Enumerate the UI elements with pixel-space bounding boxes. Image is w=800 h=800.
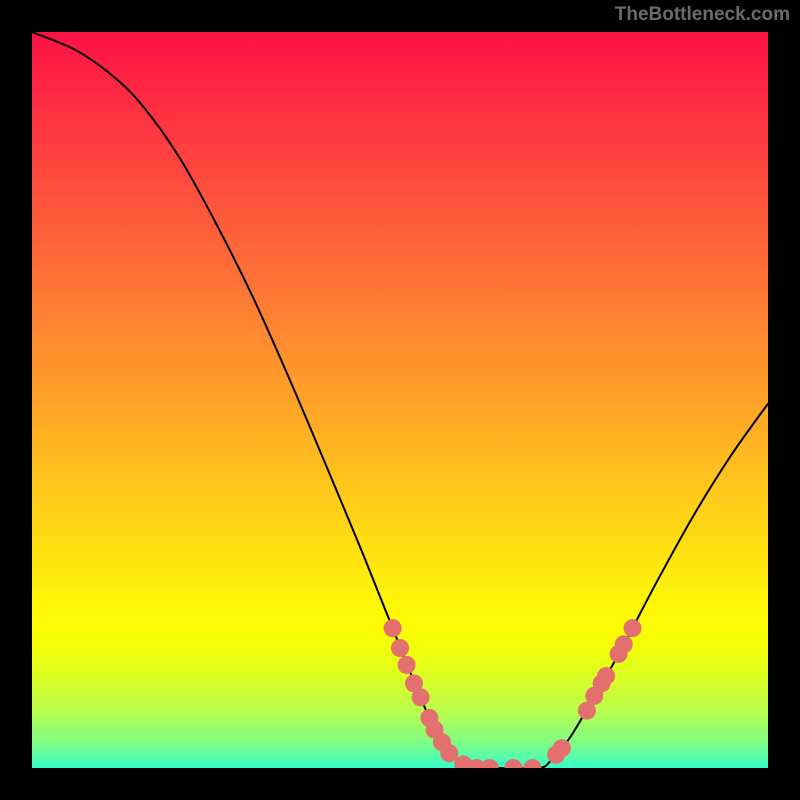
data-marker	[553, 739, 571, 757]
data-marker	[384, 619, 402, 637]
data-marker	[391, 639, 409, 657]
data-marker	[481, 759, 499, 768]
chart-container: TheBottleneck.com	[0, 0, 800, 800]
plot-area	[32, 32, 768, 768]
data-marker	[523, 759, 541, 768]
bottleneck-curve	[32, 32, 768, 768]
data-marker	[624, 619, 642, 637]
data-marker	[615, 635, 633, 653]
data-marker	[440, 744, 458, 762]
data-marker	[412, 688, 430, 706]
chart-overlay	[32, 32, 768, 768]
data-marker	[398, 656, 416, 674]
data-marker	[597, 667, 615, 685]
watermark-text: TheBottleneck.com	[615, 4, 790, 26]
data-marker	[504, 759, 522, 768]
